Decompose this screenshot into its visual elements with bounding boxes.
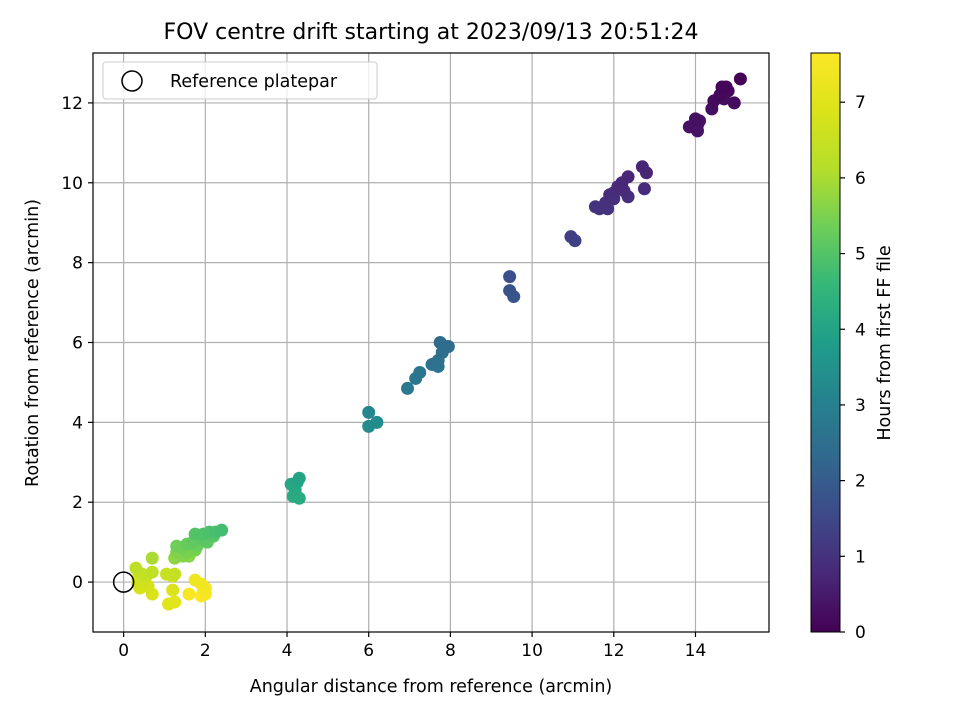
- data-point: [362, 405, 376, 419]
- x-tick-label: 14: [685, 641, 707, 661]
- data-points: [129, 72, 747, 611]
- legend: Reference platepar: [102, 61, 378, 100]
- colorbar-tick-label: 3: [855, 396, 866, 416]
- data-point: [292, 471, 306, 485]
- data-point: [188, 573, 202, 587]
- legend-label: Reference platepar: [170, 72, 338, 92]
- y-tick-label: 10: [61, 174, 83, 194]
- y-tick-label: 12: [61, 94, 83, 114]
- x-tick-label: 6: [363, 641, 374, 661]
- data-point: [727, 96, 741, 110]
- data-point: [719, 80, 733, 94]
- y-tick-label: 4: [72, 413, 83, 433]
- data-point: [588, 200, 602, 214]
- data-point: [688, 112, 702, 126]
- data-point: [503, 284, 517, 298]
- colorbar: [810, 52, 841, 633]
- data-point: [621, 170, 635, 184]
- colorbar-tick-label: 5: [855, 245, 866, 265]
- data-point: [733, 72, 747, 86]
- chart-title: FOV centre drift starting at 2023/09/13 …: [164, 20, 699, 45]
- colorbar-tick-label: 0: [855, 623, 866, 643]
- y-tick-label: 8: [72, 254, 83, 274]
- data-point: [182, 587, 196, 601]
- x-tick-label: 0: [118, 641, 129, 661]
- colorbar-ticks: 0 1 2 3 4 5 6 7: [840, 93, 866, 643]
- legend-box: [102, 61, 378, 100]
- data-point: [129, 561, 143, 575]
- data-point: [370, 415, 384, 429]
- x-tick-label: 12: [603, 641, 625, 661]
- data-point: [162, 597, 176, 611]
- data-point: [170, 539, 184, 553]
- data-point: [145, 565, 159, 579]
- data-point: [564, 230, 578, 244]
- colorbar-tick-label: 7: [855, 93, 866, 113]
- legend-reference-icon: [121, 70, 143, 92]
- y-axis-label: Rotation from reference (arcmin): [23, 199, 43, 487]
- data-point: [637, 182, 651, 196]
- x-tick-label: 8: [445, 641, 456, 661]
- data-point: [503, 270, 517, 284]
- data-point: [145, 551, 159, 565]
- colorbar-tick-label: 1: [855, 547, 866, 567]
- data-point: [635, 160, 649, 174]
- colorbar-tick-label: 4: [855, 320, 866, 340]
- reference-marker: [112, 571, 135, 593]
- colorbar-tick-label: 6: [855, 169, 866, 189]
- y-tick-label: 2: [72, 493, 83, 513]
- x-tick-label: 10: [521, 641, 543, 661]
- y-tick-label: 0: [72, 573, 83, 593]
- data-point: [433, 336, 447, 349]
- x-axis-ticks: 0 2 4 6 8 10 12 14: [118, 632, 706, 661]
- colorbar-label: Hours from first FF file: [875, 245, 895, 440]
- x-axis-label: Angular distance from reference (arcmin): [250, 677, 613, 697]
- x-tick-label: 4: [282, 641, 293, 661]
- data-point: [413, 365, 427, 379]
- data-point: [168, 567, 182, 581]
- y-tick-label: 6: [72, 334, 83, 354]
- data-point: [215, 523, 229, 537]
- y-axis-ticks: 0 2 4 6 8 10 12: [61, 94, 93, 593]
- data-point: [166, 583, 180, 597]
- x-tick-label: 2: [200, 641, 211, 661]
- colorbar-tick-label: 2: [855, 472, 866, 492]
- data-point: [401, 381, 415, 395]
